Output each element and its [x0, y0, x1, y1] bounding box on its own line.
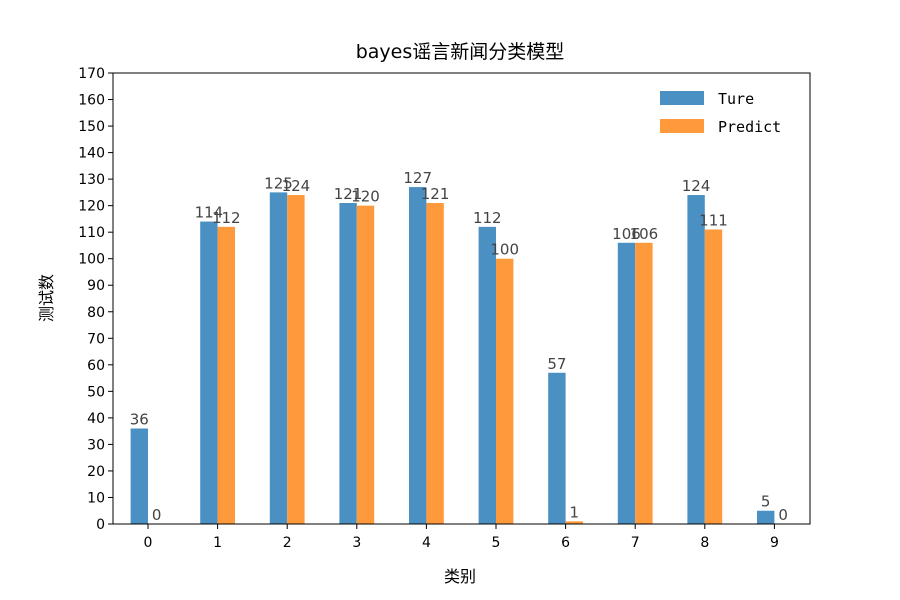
plot-frame [112, 72, 811, 525]
x-tick-label-6: 6 [561, 535, 570, 551]
data-label-predict-2: 124 [282, 177, 311, 195]
y-tick-label-10: 10 [87, 490, 105, 506]
y-tick-label-40: 40 [87, 411, 105, 427]
bar-ture-1 [200, 221, 218, 524]
x-tick-label-0: 0 [144, 535, 153, 551]
data-label-ture-3: 121 [334, 185, 363, 203]
y-tick-label-20: 20 [87, 464, 105, 480]
x-axis-ticks: 0 1 2 3 4 5 6 7 8 9 [144, 524, 779, 551]
y-tick-label-60: 60 [87, 358, 105, 374]
data-label-predict-3: 120 [351, 188, 380, 206]
y-tick-label-70: 70 [87, 331, 105, 347]
legend-swatch-ture [660, 91, 704, 105]
x-tick-label-1: 1 [213, 535, 222, 551]
data-label-ture-4: 127 [403, 169, 432, 187]
bar-ture-4 [409, 187, 427, 524]
bar-predict-3 [356, 205, 375, 524]
y-axis-label: 测试数 [37, 274, 56, 322]
y-tick-label-100: 100 [78, 252, 105, 268]
x-tick-label-8: 8 [700, 535, 709, 551]
bar-ture-9 [757, 510, 775, 524]
bar-predict-2 [287, 195, 305, 525]
y-tick-label-160: 160 [78, 93, 105, 109]
data-label-predict-6: 1 [570, 503, 580, 521]
bars-group [130, 187, 775, 525]
bar-predict-5 [496, 258, 514, 524]
legend-swatch-predict [660, 119, 704, 133]
bar-predict-4 [426, 202, 444, 525]
y-tick-label-50: 50 [87, 384, 105, 400]
legend-label-predict: Predict [718, 118, 781, 136]
bar-ture-3 [339, 202, 357, 525]
data-label-predict-5: 100 [490, 241, 519, 259]
data-label-ture-7: 106 [612, 225, 641, 243]
bar-ture-7 [617, 242, 636, 525]
y-tick-label-140: 140 [78, 146, 105, 162]
y-tick-label-80: 80 [87, 305, 105, 321]
data-label-predict-9: 0 [778, 506, 788, 524]
data-label-ture-0: 36 [130, 410, 149, 428]
bar-ture-8 [687, 195, 705, 525]
data-label-predict-0: 0 [152, 506, 162, 524]
bar-ture-6 [548, 372, 566, 524]
bar-ture-2 [269, 192, 288, 524]
data-label-predict-4: 121 [421, 185, 450, 203]
y-tick-label-110: 110 [78, 225, 105, 241]
legend: Ture Predict [660, 90, 781, 136]
y-tick-label-90: 90 [87, 278, 105, 294]
data-label-ture-2: 125 [264, 174, 293, 192]
data-label-ture-1: 114 [195, 204, 224, 222]
bar-ture-0 [130, 428, 148, 524]
y-axis-ticks: 0 10 20 30 40 50 60 70 80 90 100 110 120 130 140 150 160… [78, 66, 113, 533]
data-label-ture-6: 57 [547, 355, 566, 373]
x-tick-label-5: 5 [492, 535, 501, 551]
chart-title: bayes谣言新闻分类模型 [356, 41, 565, 63]
x-tick-label-9: 9 [770, 535, 779, 551]
x-tick-label-2: 2 [283, 535, 292, 551]
y-tick-label-30: 30 [87, 437, 105, 453]
data-label-ture-8: 124 [682, 177, 711, 195]
bar-ture-5 [478, 226, 496, 524]
bar-predict-8 [704, 229, 723, 524]
bar-predict-6 [565, 521, 583, 524]
y-tick-label-0: 0 [96, 517, 105, 533]
y-tick-label-130: 130 [78, 172, 105, 188]
y-tick-label-170: 170 [78, 66, 105, 82]
data-label-ture-9: 5 [761, 493, 771, 511]
x-axis-label: 类别 [444, 567, 476, 586]
x-tick-label-4: 4 [422, 535, 431, 551]
data-label-predict-1: 112 [212, 209, 241, 227]
bar-predict-1 [217, 226, 235, 524]
x-tick-label-7: 7 [631, 535, 640, 551]
legend-label-ture: Ture [718, 90, 754, 108]
data-label-ture-5: 112 [473, 209, 502, 227]
bar-predict-7 [635, 242, 653, 525]
data-label-predict-8: 111 [699, 212, 728, 230]
y-tick-label-120: 120 [78, 199, 105, 215]
y-tick-label-150: 150 [78, 119, 105, 135]
x-tick-label-3: 3 [352, 535, 361, 551]
data-label-predict-7: 106 [630, 225, 659, 243]
